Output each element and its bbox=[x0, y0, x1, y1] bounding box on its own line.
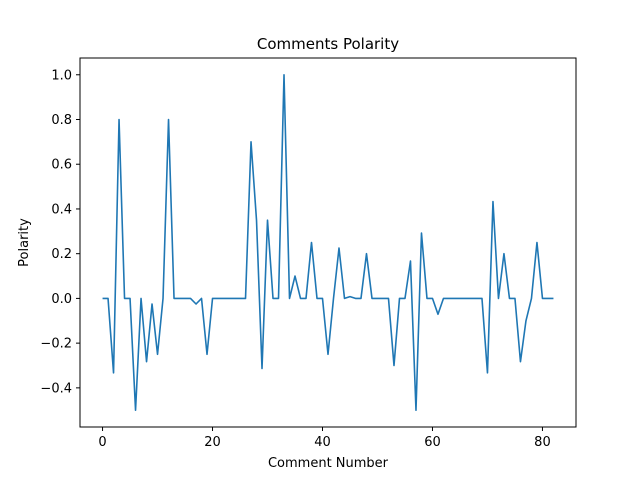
chart-title: Comments Polarity bbox=[257, 35, 399, 53]
y-tick-label: 0.0 bbox=[51, 292, 72, 307]
plot-area bbox=[102, 73, 554, 412]
y-tick-label: −0.4 bbox=[40, 381, 72, 396]
y-axis: −0.4 −0.2 0.0 0.2 0.4 0.6 0.8 1.0 bbox=[40, 68, 80, 396]
y-tick-label: 0.4 bbox=[51, 202, 72, 217]
y-axis-label: Polarity bbox=[17, 218, 32, 267]
y-tick-label: 0.8 bbox=[51, 113, 72, 128]
x-axis-label: Comment Number bbox=[268, 456, 389, 471]
y-tick-label: −0.2 bbox=[40, 337, 72, 352]
y-tick-label: 0.6 bbox=[51, 158, 72, 173]
axes-frame bbox=[79, 57, 577, 428]
y-tick-label: 0.2 bbox=[51, 247, 72, 262]
y-tick-label: 1.0 bbox=[51, 68, 72, 83]
x-tick-label: 60 bbox=[424, 435, 441, 450]
polarity-series-line bbox=[102, 73, 554, 412]
x-tick-label: 20 bbox=[204, 435, 221, 450]
x-tick-label: 40 bbox=[314, 435, 331, 450]
x-tick-label: 0 bbox=[98, 435, 106, 450]
x-tick-label: 80 bbox=[534, 435, 551, 450]
x-axis: 0 20 40 60 80 bbox=[98, 427, 551, 450]
